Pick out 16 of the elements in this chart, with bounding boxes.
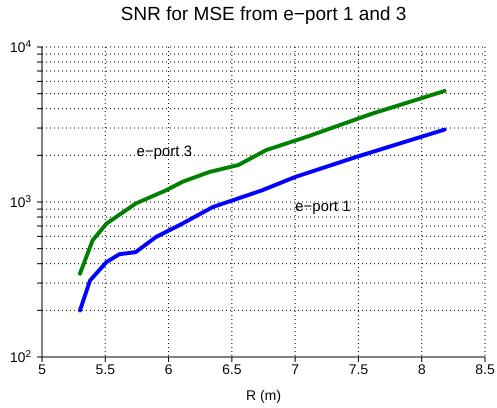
series-label: e−port 3 bbox=[136, 142, 192, 160]
y-tick-label: 10$^{4}$ bbox=[10, 38, 32, 55]
x-tick-label: 6.5 bbox=[222, 360, 242, 377]
line-series bbox=[78, 128, 446, 312]
y-tick-label: 10$^{2}$ bbox=[10, 348, 32, 365]
x-tick-label: 6 bbox=[164, 360, 173, 377]
x-tick-label: 5 bbox=[38, 360, 46, 377]
x-tick-label: 7 bbox=[291, 360, 300, 377]
y-tick-label: 10$^{3}$ bbox=[10, 194, 32, 210]
x-tick-label: 7.5 bbox=[348, 360, 368, 377]
x-axis-title: R (m) bbox=[246, 387, 281, 403]
x-tick-label: 8.5 bbox=[475, 360, 495, 377]
line-series bbox=[78, 89, 446, 276]
chart-title: SNR for MSE from e−port 1 and 3 bbox=[120, 4, 408, 26]
x-tick-label: 5.5 bbox=[96, 360, 116, 377]
x-tick-label: 8 bbox=[418, 360, 426, 377]
